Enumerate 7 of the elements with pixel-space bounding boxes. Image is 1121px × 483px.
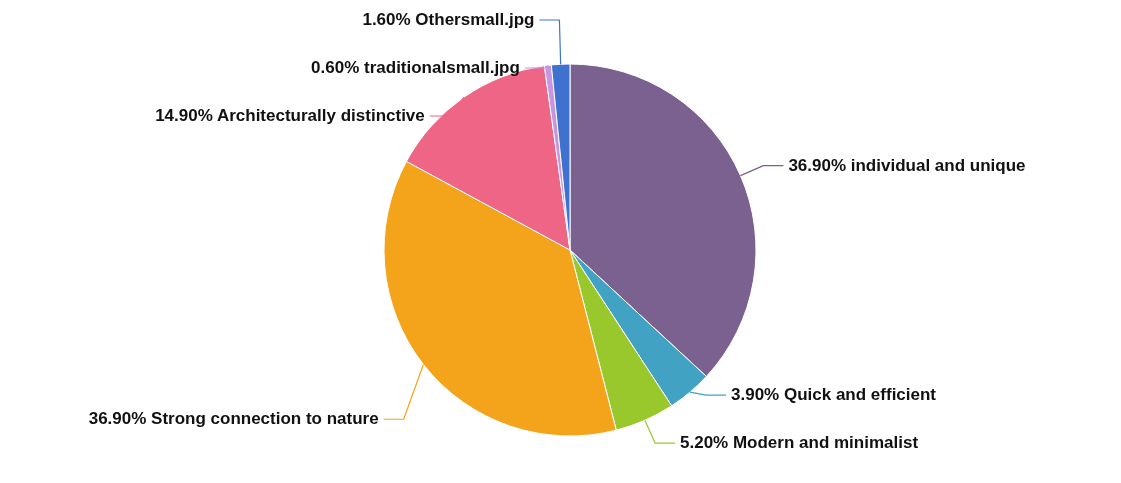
- slice-label: 36.90% individual and unique: [788, 155, 1026, 175]
- slice-label: 5.20% Modern and minimalist: [680, 433, 919, 453]
- slice-label: 0.60% traditionalsmall.jpg: [311, 58, 520, 77]
- slice-label: 36.90% Strong connection to nature: [88, 409, 379, 429]
- slice-label: 3.90% Quick and efficient: [731, 385, 937, 405]
- slice-label: 1.60% Othersmall.jpg: [362, 10, 535, 29]
- slice-label: 14.90% Architecturally distinctive: [155, 106, 425, 125]
